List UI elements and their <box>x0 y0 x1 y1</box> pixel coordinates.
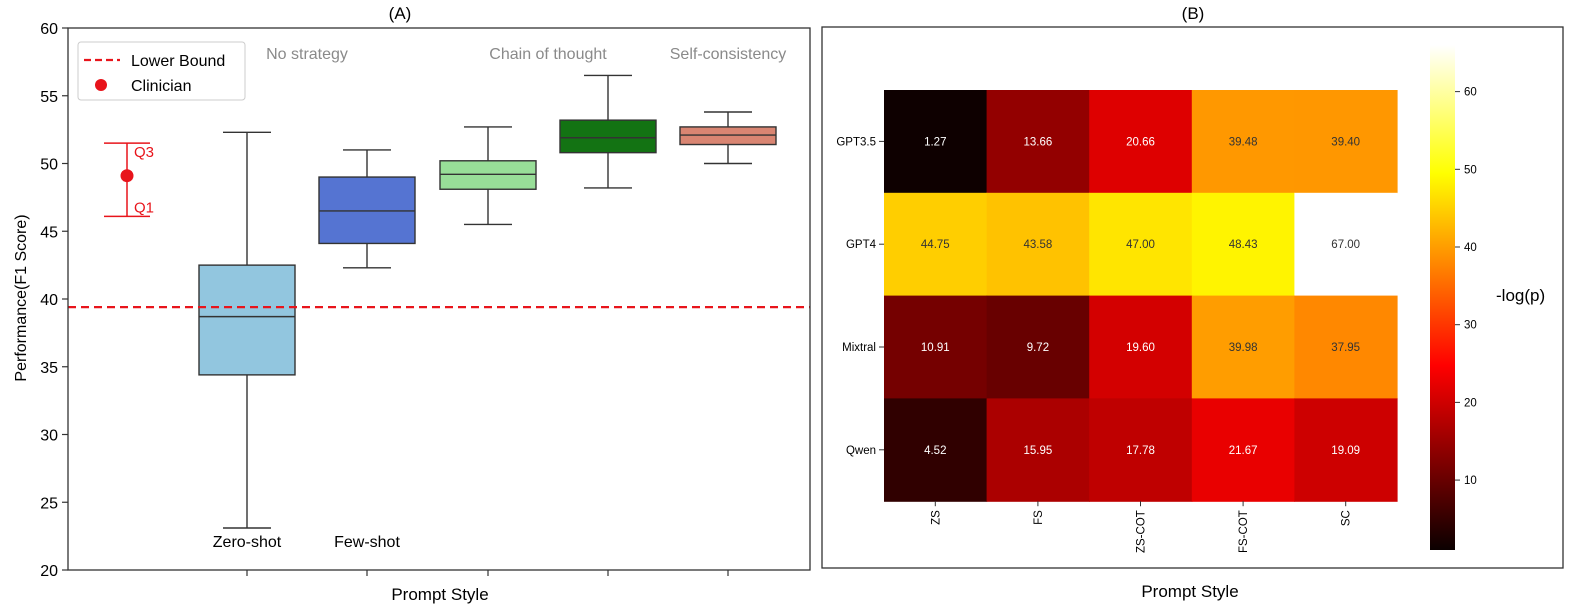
heatmap-cell-value: 1.27 <box>924 136 946 148</box>
clinician-median-dot <box>120 169 134 183</box>
heatmap-cell <box>1089 192 1193 297</box>
y-tick-label: 45 <box>40 224 58 241</box>
legend-entry-lower-bound: Lower Bound <box>131 53 225 70</box>
panel-a-x-axis-label: Prompt Style <box>391 585 488 604</box>
box-body <box>559 119 657 154</box>
heatmap-col-label: FS-COT <box>1238 510 1250 553</box>
y-tick-label: 30 <box>40 428 58 445</box>
heatmap-cell-value: 10.91 <box>921 342 950 354</box>
annotation-no-strategy: No strategy <box>266 46 348 63</box>
heatmap-cell <box>986 90 1090 194</box>
heatmap-cell-value: 13.66 <box>1024 136 1053 148</box>
heatmap-cell-value: 43.58 <box>1024 239 1053 251</box>
heatmap-cell <box>986 295 1090 399</box>
heatmap-cell <box>1191 295 1295 399</box>
y-tick-label: 35 <box>40 360 58 377</box>
heatmap-cell-value: 19.60 <box>1126 342 1155 354</box>
legend-box <box>77 41 246 101</box>
colorbar-label: -log(p) <box>1496 286 1545 305</box>
heatmap-cell <box>884 295 988 399</box>
legend-dot-icon <box>95 79 107 91</box>
y-tick-label: 40 <box>40 292 58 309</box>
box-body <box>198 264 296 376</box>
annotation-self-consistency: Self-consistency <box>670 46 787 63</box>
heatmap-cell <box>1294 295 1398 399</box>
panel-b-heatmap: (B) Prompt Style -log(p) 1.27 13.66 20.66 3… <box>821 4 1564 601</box>
heatmap-col-label: SC <box>1341 510 1353 526</box>
heatmap-cell-value: 39.40 <box>1331 136 1360 148</box>
label-few-shot: Few-shot <box>334 534 400 551</box>
heatmap-col-label: ZS-COT <box>1136 510 1148 553</box>
panel-a-title: (A) <box>389 4 412 23</box>
panel-b-frame <box>821 26 1564 569</box>
panel-a-box-plot: (A) Prompt Style Performance(F1 Score) 2… <box>13 4 811 604</box>
heatmap-cell-value: 44.75 <box>921 239 950 251</box>
heatmap-cell <box>884 398 988 502</box>
heatmap-cell <box>1191 90 1295 194</box>
clinician-q3-label: Q3 <box>134 144 154 161</box>
heatmap-col-label: ZS <box>930 510 942 525</box>
heatmap-row-label: Qwen <box>846 445 876 457</box>
heatmap-cell <box>1294 90 1398 194</box>
heatmap-cell <box>1089 398 1193 502</box>
heatmap-cell-value: 15.95 <box>1024 445 1053 457</box>
legend-entry-clinician: Clinician <box>131 78 191 95</box>
heatmap-cell <box>1089 295 1193 399</box>
y-tick-label: 25 <box>40 495 58 512</box>
y-tick-label: 50 <box>40 157 58 174</box>
heatmap-cell-value: 39.48 <box>1229 136 1258 148</box>
panel-a-plot-frame <box>67 27 811 571</box>
annotation-chain-of-thought: Chain of thought <box>489 46 607 63</box>
heatmap-cell-value: 67.00 <box>1331 239 1360 251</box>
panel-b-x-axis-label: Prompt Style <box>1141 582 1238 601</box>
heatmap-cell <box>1294 192 1398 297</box>
heatmap-cell <box>1191 398 1295 502</box>
heatmap-cell-value: 17.78 <box>1126 445 1155 457</box>
heatmap-cell-value: 39.98 <box>1229 342 1258 354</box>
heatmap-cell <box>1294 398 1398 502</box>
heatmap-cell-value: 37.95 <box>1331 342 1360 354</box>
y-tick-label: 60 <box>40 21 58 38</box>
colorbar-tick-label: 40 <box>1464 242 1477 254</box>
heatmap-cell-value: 48.43 <box>1229 239 1258 251</box>
colorbar-tick-label: 10 <box>1464 475 1477 487</box>
colorbar-tick-label: 20 <box>1464 397 1477 409</box>
heatmap-cell <box>884 192 988 297</box>
clinician-q1-label: Q1 <box>134 199 154 216</box>
heatmap-cell-value: 21.67 <box>1229 445 1258 457</box>
heatmap-cell <box>986 192 1090 297</box>
heatmap-cell-value: 4.52 <box>924 445 946 457</box>
heatmap-cell <box>986 398 1090 502</box>
heatmap-col-label: FS <box>1033 510 1045 525</box>
panel-a-y-axis-label: Performance(F1 Score) <box>13 214 30 381</box>
heatmap-cell <box>1191 192 1295 297</box>
y-tick-label: 55 <box>40 89 58 106</box>
heatmap-cell <box>1089 90 1193 194</box>
heatmap-row-label: GPT4 <box>846 239 877 251</box>
colorbar <box>1430 45 1455 550</box>
panel-a-legend: Lower Bound Clinician <box>77 41 246 101</box>
panel-b-title: (B) <box>1182 4 1205 23</box>
heatmap-cell-value: 19.09 <box>1331 445 1360 457</box>
heatmap-cell-value: 20.66 <box>1126 136 1155 148</box>
colorbar-tick-label: 30 <box>1464 320 1477 332</box>
heatmap-row-label: Mixtral <box>842 342 876 354</box>
colorbar-tick-label: 50 <box>1464 164 1477 176</box>
y-tick-label: 20 <box>40 563 58 580</box>
heatmap-cell-value: 9.72 <box>1027 342 1049 354</box>
colorbar-tick-label: 60 <box>1464 87 1477 99</box>
label-zero-shot: Zero-shot <box>213 534 282 551</box>
heatmap-cell <box>884 90 988 194</box>
heatmap-row-label: GPT3.5 <box>836 136 876 148</box>
heatmap-cell-value: 47.00 <box>1126 239 1155 251</box>
